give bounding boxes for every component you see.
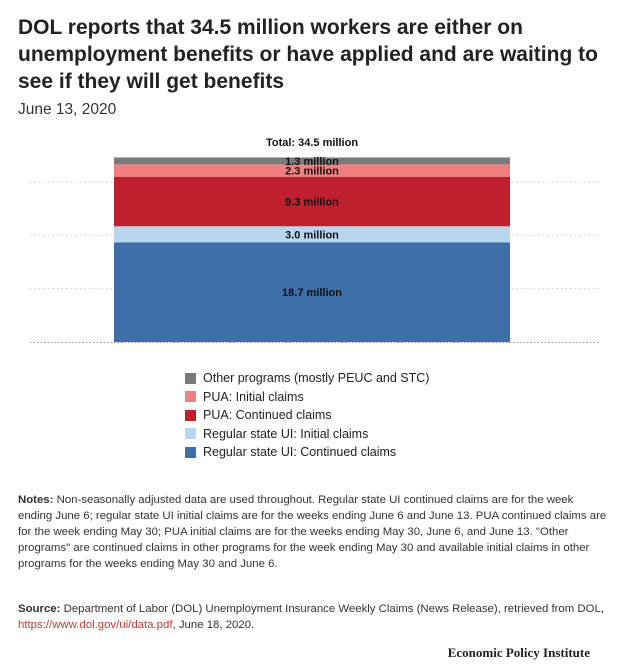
- legend-item: Other programs (mostly PEUC and STC): [185, 369, 429, 388]
- data-label: 9.3 million: [285, 196, 339, 208]
- source-text-end: , June 18, 2020.: [172, 619, 255, 631]
- bar-segment: [114, 164, 510, 177]
- legend-label: PUA: Continued claims: [203, 408, 332, 423]
- legend-item: Regular state UI: Continued claims: [185, 443, 429, 462]
- epi-logo-text: Economic Policy Institute: [447, 645, 590, 660]
- source-label: Source:: [18, 603, 61, 615]
- legend-label: Regular state UI: Continued claims: [203, 445, 397, 460]
- legend-swatch: [185, 372, 196, 384]
- source: Source: Department of Labor (DOL) Unempl…: [18, 601, 610, 633]
- source-link[interactable]: https://www.dol.gov/ui/data.pdf: [18, 619, 173, 631]
- bar-segment: [114, 242, 510, 342]
- chart-title: DOL reports that 34.5 million workers ar…: [18, 16, 598, 93]
- total-label: Total: 34.5 million: [266, 137, 358, 149]
- chart-legend: Other programs (mostly PEUC and STC) PUA:…: [185, 369, 429, 462]
- chart-subtitle: June 13, 2020: [18, 101, 117, 118]
- bar-segment: [114, 226, 510, 243]
- bar-segment: [114, 176, 510, 227]
- source-text: Department of Labor (DOL) Unemployment I…: [63, 603, 604, 615]
- legend-item: PUA: Initial claims: [185, 388, 429, 407]
- data-label: 1.3 million: [285, 156, 339, 168]
- stacked-bar-chart: 18.7 million 3.0 million 9.3 million 2.3 mi…: [30, 137, 600, 343]
- legend-label: Other programs (mostly PEUC and STC): [203, 371, 430, 386]
- notes-label: Notes:: [18, 494, 54, 506]
- legend-swatch: [185, 391, 196, 403]
- bar-segment: [114, 157, 510, 165]
- legend-item: PUA: Continued claims: [185, 406, 429, 425]
- legend-label: PUA: Initial claims: [203, 389, 304, 404]
- notes: Notes: Non-seasonally adjusted data are …: [18, 492, 610, 572]
- data-label: 18.7 million: [282, 287, 342, 299]
- legend-item: Regular state UI: Initial claims: [185, 425, 429, 444]
- data-label: 2.3 million: [285, 166, 339, 178]
- data-label: 3.0 million: [285, 229, 339, 241]
- legend-label: Regular state UI: Initial claims: [203, 426, 369, 441]
- legend-swatch: [185, 428, 196, 440]
- legend-swatch: [185, 409, 196, 421]
- legend-swatch: [185, 446, 196, 458]
- notes-text: Non-seasonally adjusted data are used th…: [18, 494, 607, 570]
